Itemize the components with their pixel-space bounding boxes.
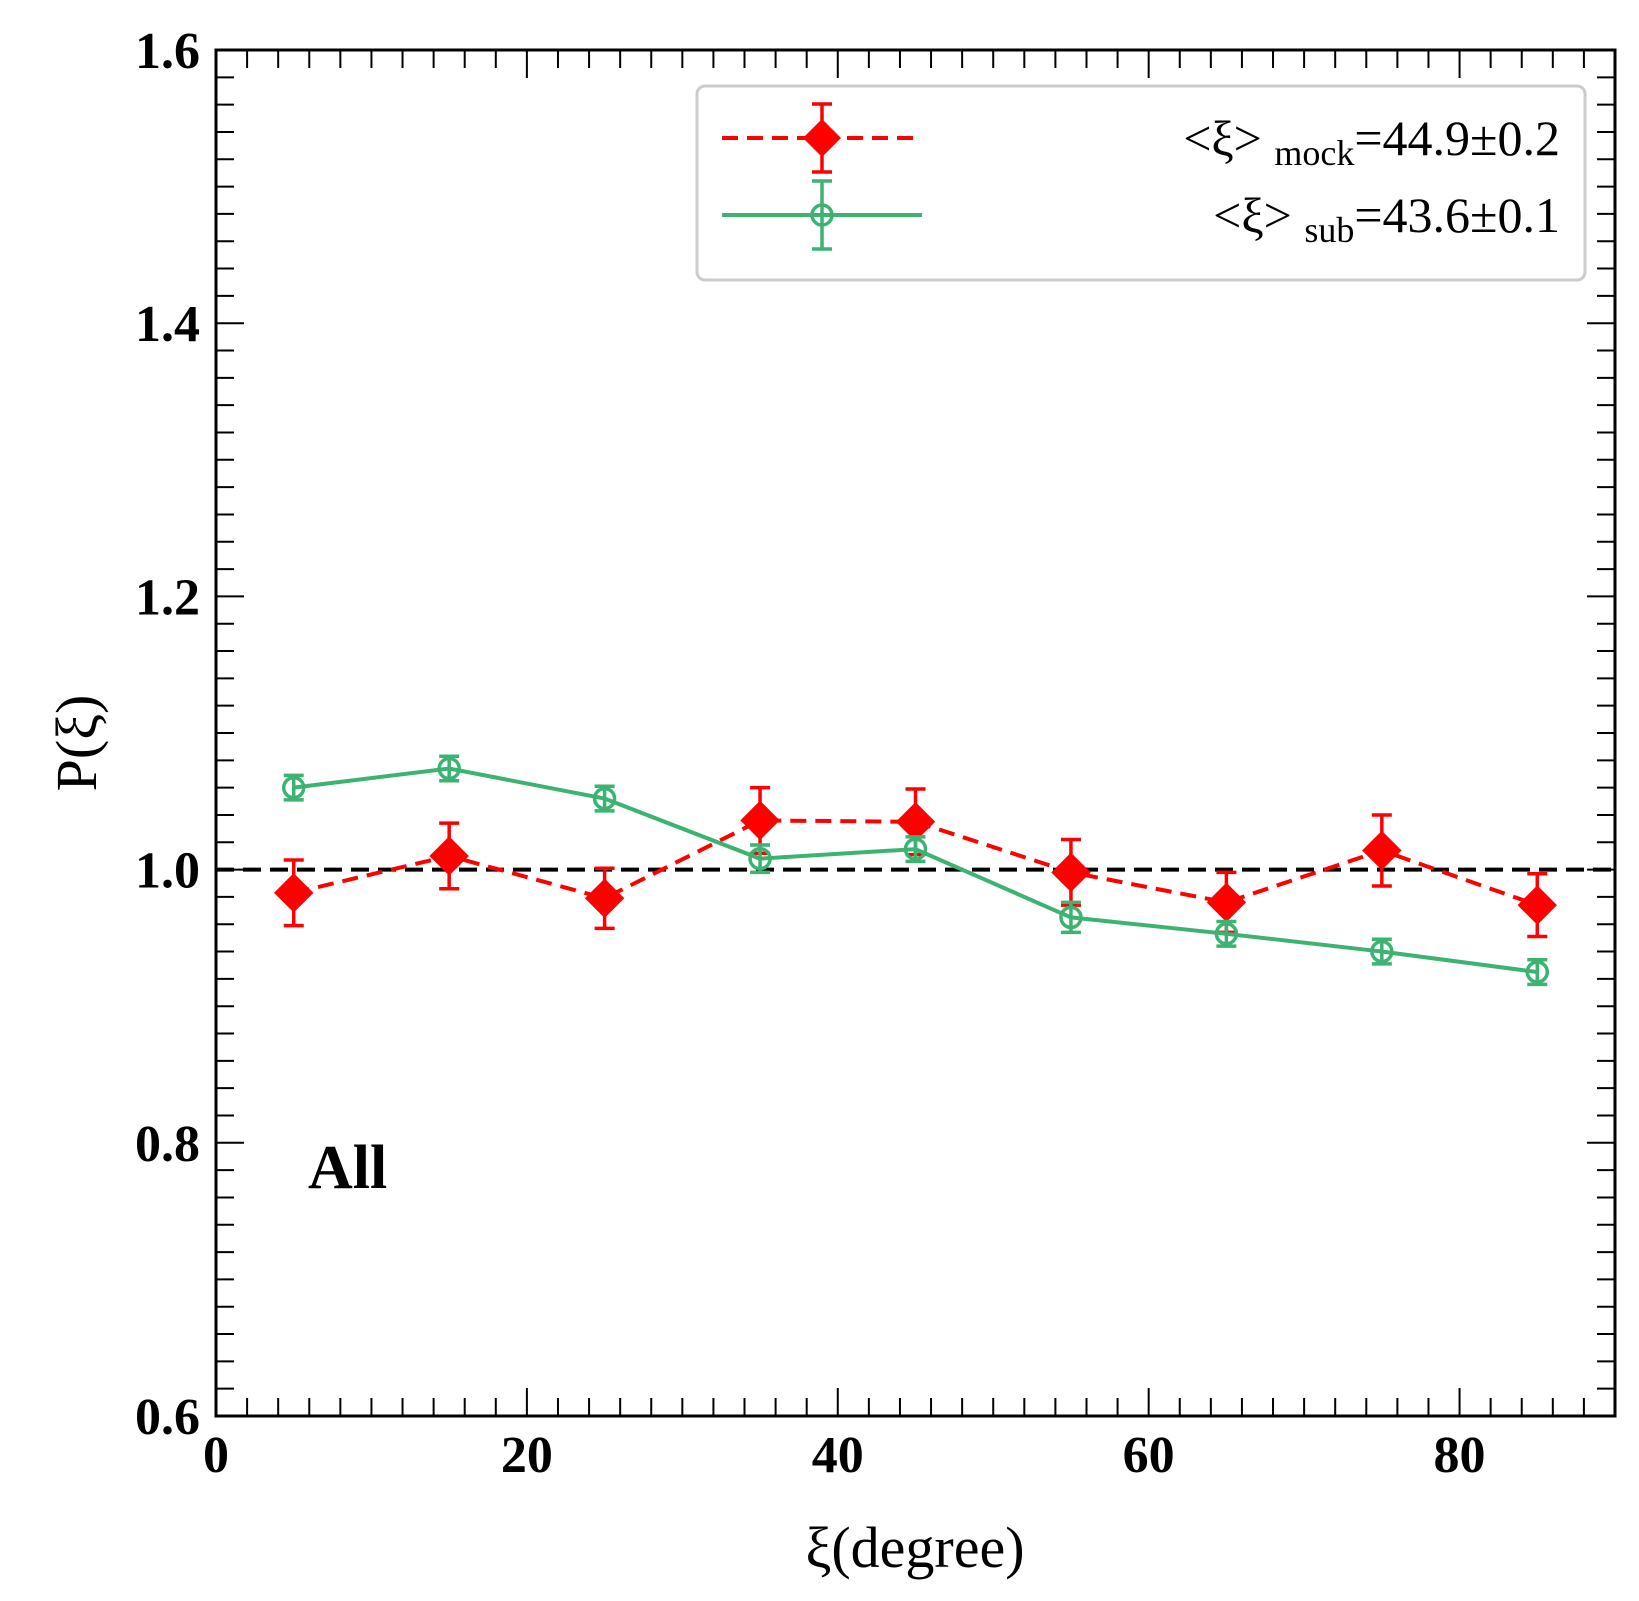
legend-prefix: <ξ>	[1213, 187, 1304, 243]
legend-entry-sub: <ξ> sub=43.6±0.1	[722, 179, 1560, 251]
x-tick-label: 60	[1123, 1427, 1175, 1484]
data-point	[1362, 830, 1402, 871]
legend-value: =43.6±0.1	[1354, 187, 1560, 243]
x-tick-label: 20	[501, 1427, 553, 1484]
data-point	[584, 878, 625, 918]
legend-label: <ξ> sub=43.6±0.1	[1213, 187, 1560, 250]
y-tick-label: 1.6	[135, 23, 200, 80]
y-tick-label: 1.2	[135, 569, 200, 626]
legend-value: =44.9±0.2	[1354, 110, 1560, 166]
data-point	[274, 873, 314, 913]
legend-subscript: sub	[1304, 210, 1354, 250]
x-tick-label: 0	[203, 1427, 229, 1484]
y-tick-label: 1.0	[135, 843, 200, 900]
panel-annotation: All	[308, 1134, 387, 1202]
y-tick-label: 0.6	[135, 1389, 200, 1446]
data-point	[1051, 852, 1091, 893]
data-point	[1214, 922, 1239, 946]
x-tick-label: 40	[812, 1427, 864, 1484]
legend-marker	[803, 119, 841, 157]
data-point	[429, 836, 469, 876]
series-layer	[274, 754, 1557, 987]
legend-prefix: <ξ>	[1183, 110, 1274, 166]
y-tick-label: 1.4	[135, 296, 200, 353]
data-point	[592, 786, 617, 811]
axes-layer: 0 20 40 60 80 0.6 0.8 1.0 1.2 1.4 1.6	[135, 23, 1617, 1484]
legend: <ξ> mock=44.9±0.2<ξ> sub=43.6±0.1	[695, 84, 1587, 282]
data-point	[740, 800, 780, 841]
data-point	[1525, 960, 1550, 984]
y-tick-label: 0.8	[135, 1116, 200, 1173]
legend-label: <ξ> mock=44.9±0.2	[1183, 110, 1560, 173]
legend-marker	[810, 203, 834, 227]
data-point	[1059, 905, 1083, 930]
data-point	[748, 846, 772, 871]
series-sub	[281, 754, 1550, 987]
x-axis-label: ξ(degree)	[805, 1515, 1024, 1580]
legend-entry-mock: <ξ> mock=44.9±0.2	[722, 102, 1560, 174]
data-point	[281, 775, 306, 800]
data-point	[1517, 885, 1557, 925]
data-point	[437, 756, 461, 781]
data-point	[903, 837, 928, 861]
legend-subscript: mock	[1274, 133, 1354, 173]
x-tick-label: 80	[1434, 1427, 1486, 1484]
y-axis-label: P(ξ)	[44, 695, 109, 792]
data-point	[1370, 939, 1394, 964]
series-mock	[274, 785, 1557, 939]
legend-box	[695, 84, 1587, 282]
